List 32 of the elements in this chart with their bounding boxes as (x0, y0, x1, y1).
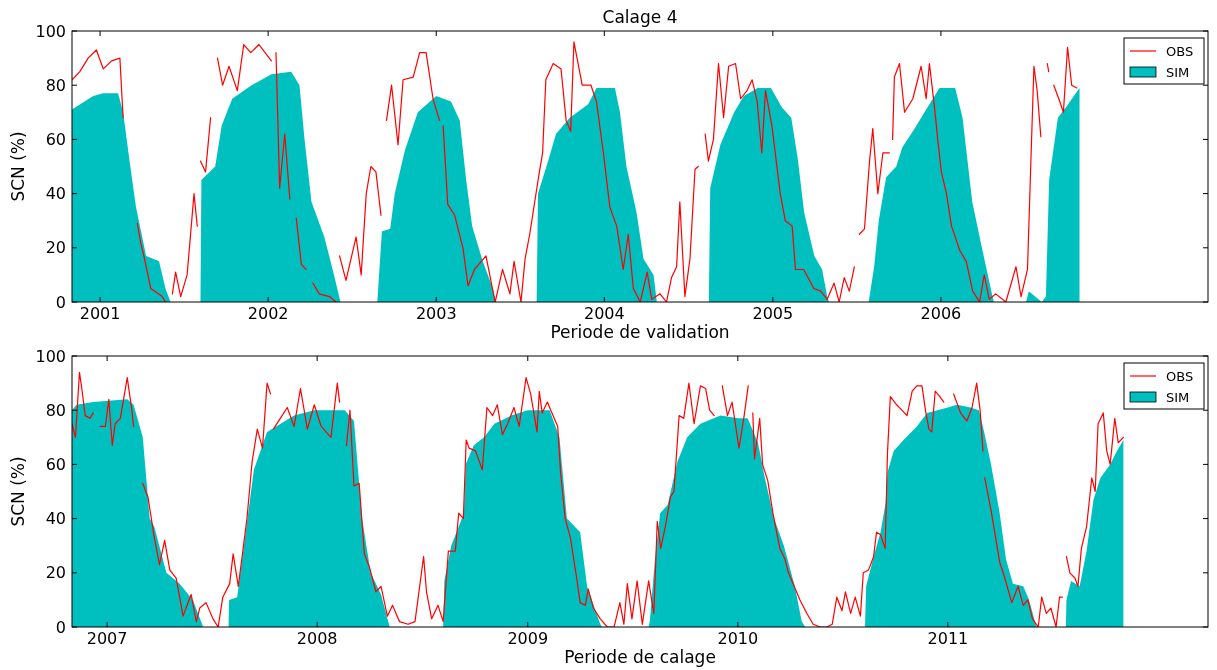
x-tick-label: 2008 (296, 629, 338, 648)
x-tick-label: 2009 (507, 629, 549, 648)
x-axis-title: Periode de validation (550, 322, 730, 342)
x-tick-label: 2002 (247, 304, 289, 323)
y-tick-label: 80 (45, 75, 66, 95)
y-tick-label: 0 (55, 617, 66, 637)
legend-label: SIM (1166, 64, 1190, 80)
legend-label: OBS (1166, 368, 1194, 384)
x-tick-label: 2006 (920, 304, 962, 323)
y-tick-label: 40 (45, 509, 66, 529)
y-tick-label: 100 (35, 21, 66, 41)
x-tick-label: 2011 (927, 629, 969, 648)
x-tick-label: 2003 (415, 304, 457, 323)
x-tick-label: 2001 (79, 304, 121, 323)
y-tick-label: 0 (55, 292, 66, 312)
x-axis-title: Periode de calage (564, 647, 716, 667)
y-tick-label: 20 (45, 563, 66, 583)
y-tick-label: 60 (45, 455, 66, 474)
x-tick-label: 2010 (717, 629, 759, 648)
y-axis-title: SCN (%) (8, 131, 28, 202)
legend-label: OBS (1166, 43, 1194, 59)
y-tick-label: 100 (35, 346, 66, 366)
y-axis-title: SCN (%) (8, 456, 28, 527)
x-tick-label: 2004 (583, 304, 625, 323)
y-tick-label: 40 (45, 184, 66, 204)
x-tick-label: 2005 (752, 304, 794, 323)
chart-title: Calage 4 (602, 7, 678, 27)
y-tick-label: 20 (45, 238, 66, 258)
x-tick-label: 2007 (86, 629, 128, 648)
y-tick-label: 80 (45, 400, 66, 420)
y-tick-label: 60 (45, 130, 66, 149)
legend-label: SIM (1166, 389, 1190, 405)
